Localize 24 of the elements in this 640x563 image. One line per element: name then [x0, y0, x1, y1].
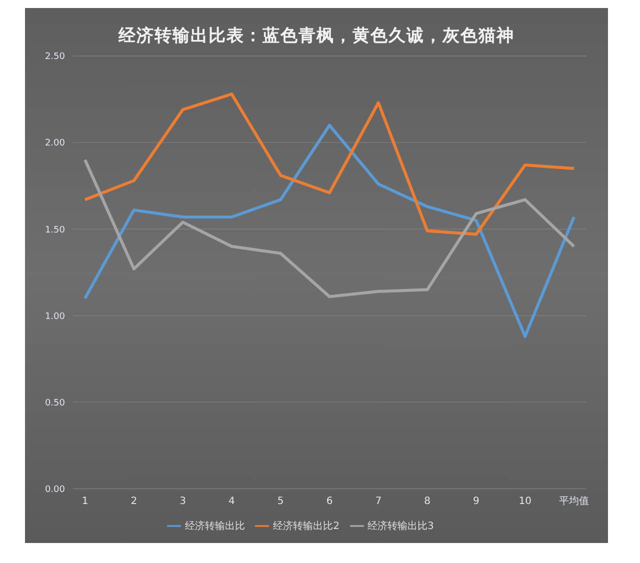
chart-title: 经济转输出比表：蓝色青枫，黄色久诚，灰色猫神: [117, 25, 516, 47]
y-tick-label: 2.00: [44, 138, 66, 149]
x-tick-label: 10: [518, 496, 532, 507]
line-series: [84, 124, 576, 338]
x-tick-label: 平均值: [559, 494, 589, 507]
line-series: [84, 158, 576, 298]
x-tick-label: 8: [424, 496, 430, 507]
x-tick-label: 9: [473, 496, 480, 507]
y-tick-label: 0.50: [44, 398, 66, 408]
y-tick-label: 0.00: [44, 484, 66, 495]
legend-label: 经济转输出比: [185, 520, 246, 532]
x-tick-label: 1: [82, 496, 88, 507]
x-tick-label: 6: [326, 496, 333, 507]
x-tick-label: 3: [180, 496, 186, 507]
x-tick-label: 5: [277, 496, 284, 507]
legend-label: 经济转输出比3: [368, 520, 434, 532]
legend-label: 经济转输出比2: [273, 520, 340, 532]
x-tick-label: 7: [375, 496, 382, 507]
line-series: [84, 92, 576, 236]
y-tick-label: 1.00: [44, 312, 66, 322]
y-tick-label: 2.50: [44, 52, 66, 62]
x-tick-label: 2: [130, 496, 138, 507]
x-tick-label: 4: [228, 496, 235, 507]
y-tick-label: 1.50: [44, 225, 66, 236]
